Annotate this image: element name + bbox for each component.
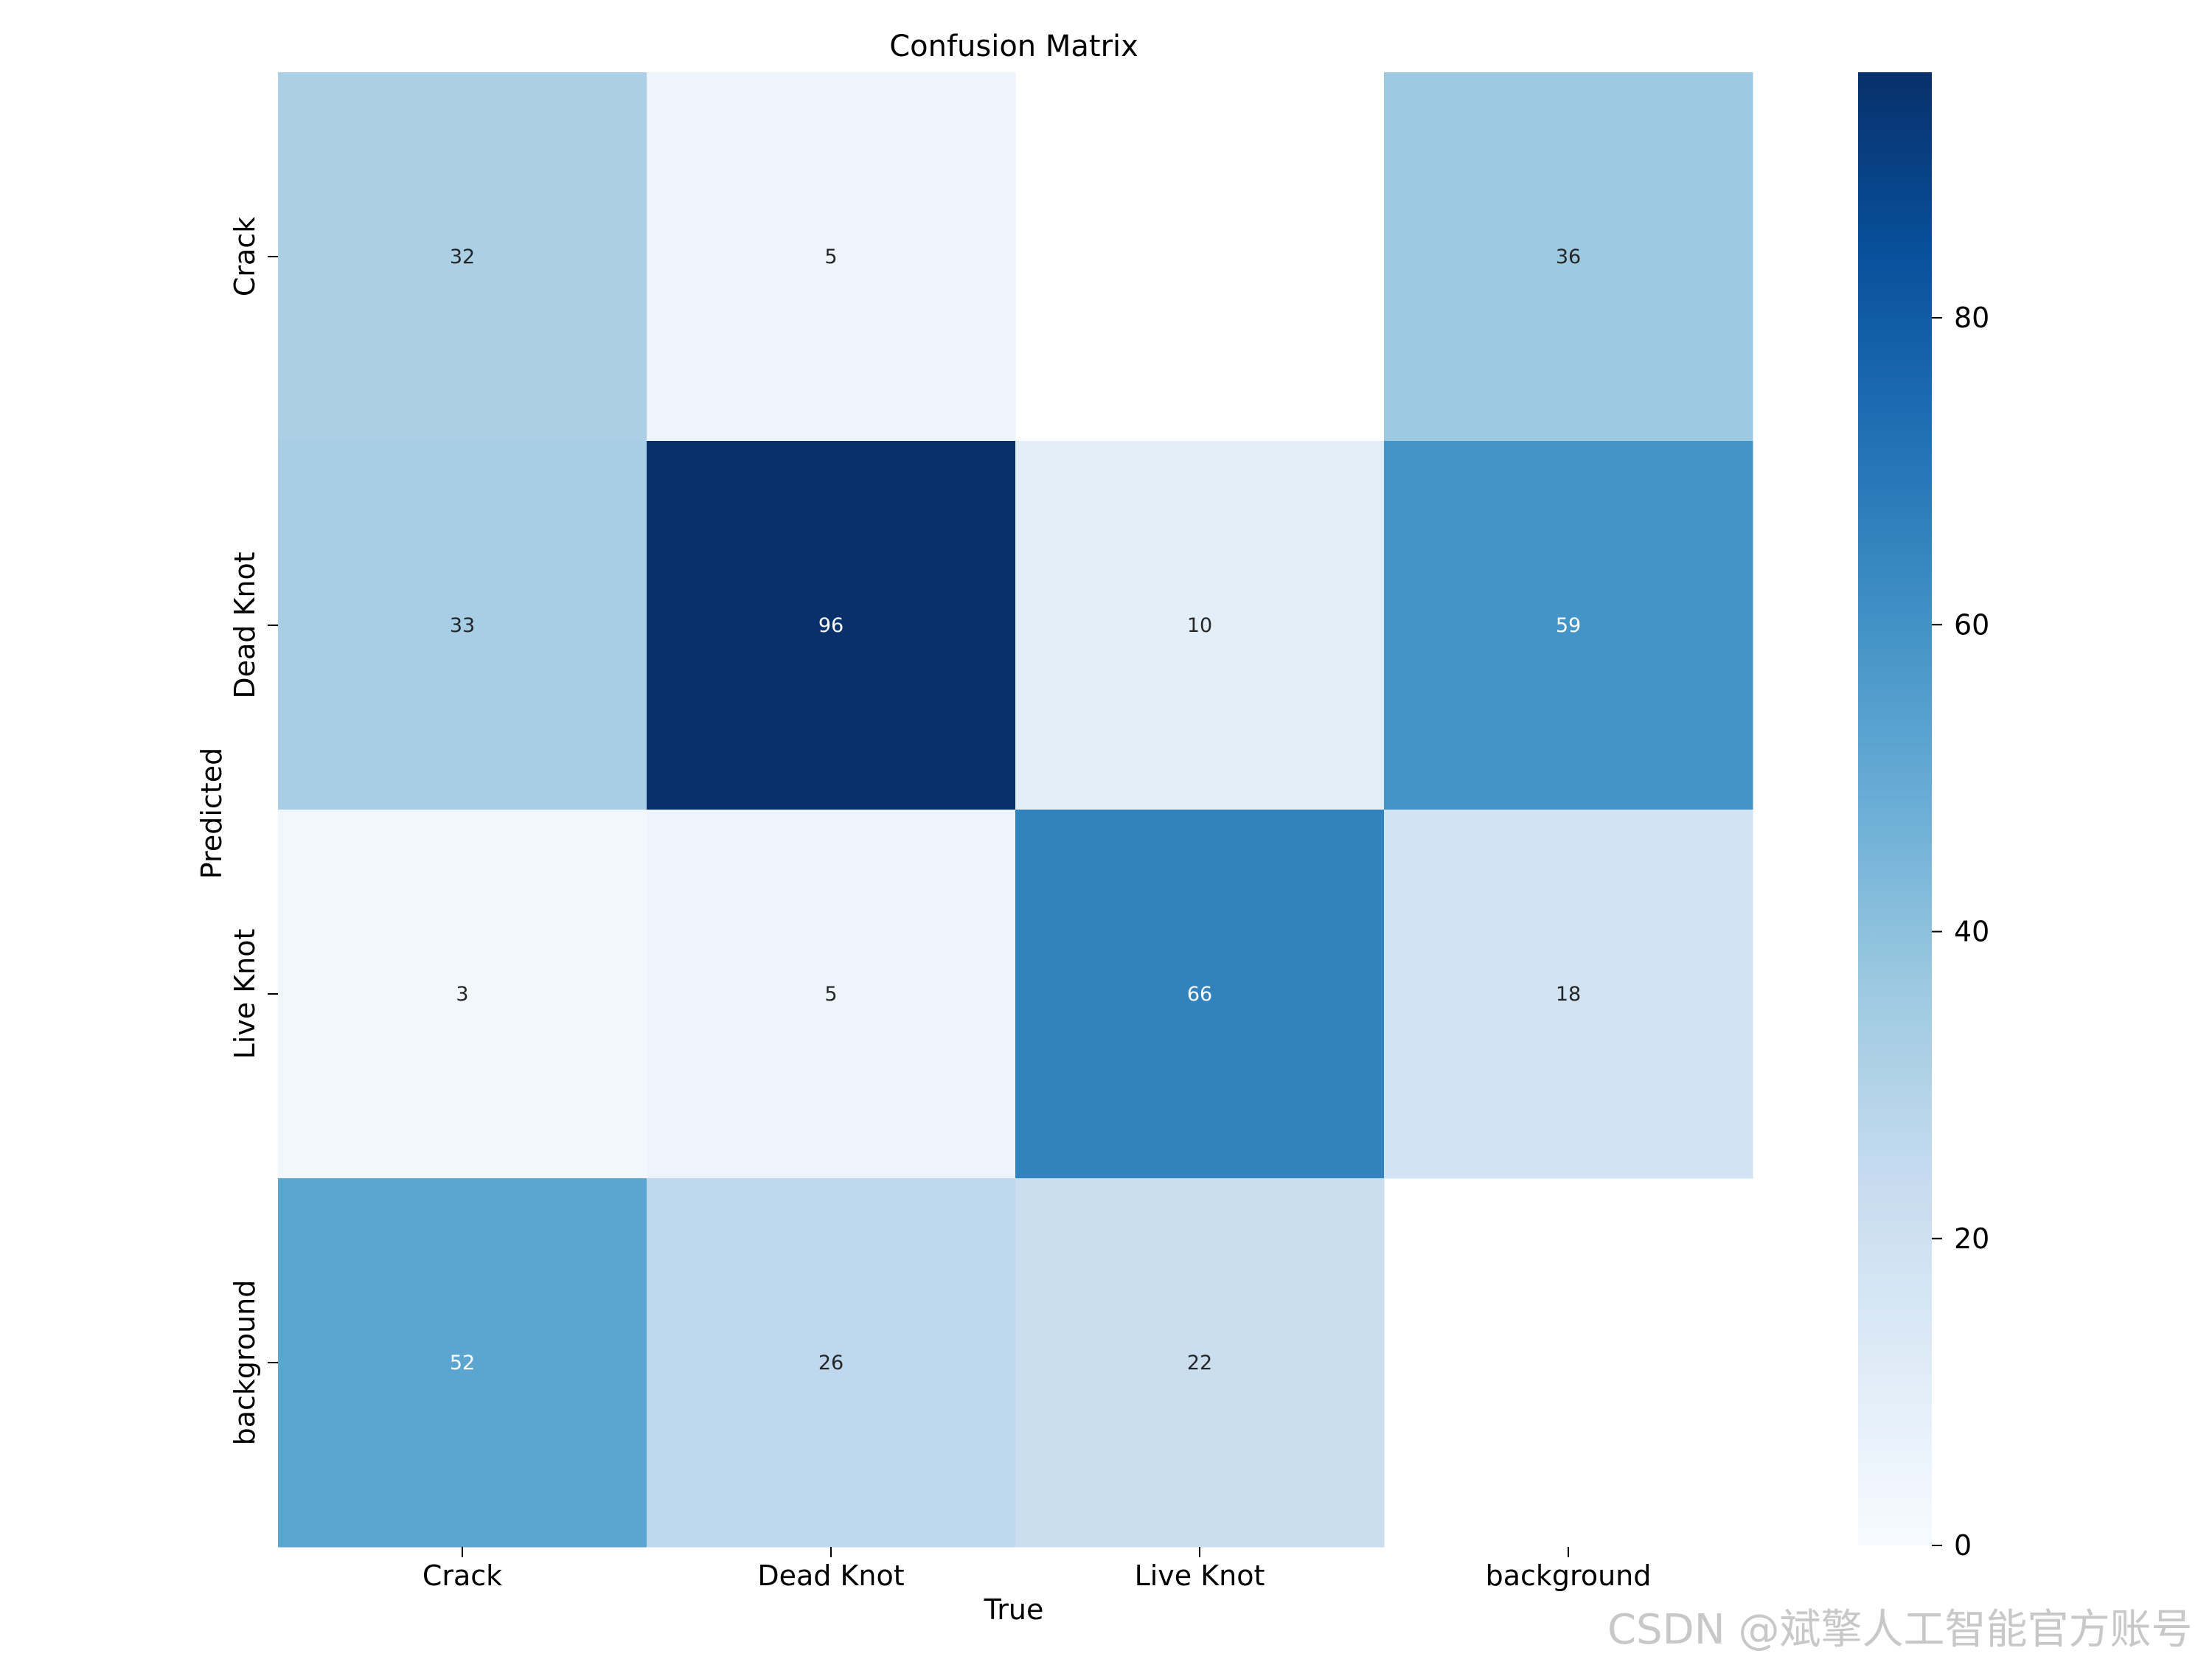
chart-title: Confusion Matrix (889, 29, 1138, 63)
colorbar-tick-label: 20 (1954, 1222, 1989, 1255)
y-tick-label: Crack (229, 217, 261, 296)
y-tick-label: Live Knot (229, 929, 261, 1060)
cell-value-label: 3 (456, 983, 468, 1006)
heatmap-cell (1015, 441, 1385, 810)
y-tick-label: background (229, 1280, 261, 1446)
cell-value-label: 96 (818, 614, 844, 637)
heatmap-cell (278, 1178, 647, 1548)
colorbar-tick-label: 60 (1954, 608, 1989, 641)
colorbar (1858, 72, 1932, 1545)
heatmap-cell (647, 72, 1016, 442)
cell-value-label: 36 (1556, 246, 1581, 268)
heatmap-cell (278, 810, 647, 1179)
y-axis-label: Predicted (195, 748, 228, 879)
heatmap-cell (1015, 1178, 1385, 1548)
heatmap-cell (278, 72, 647, 442)
y-axis-ticks: Crack Dead Knot Live Knot background (229, 217, 278, 1446)
colorbar-ticks: 0 20 40 60 80 (1932, 302, 1989, 1562)
heatmap-cell (278, 441, 647, 810)
cell-value-label: 26 (818, 1352, 844, 1374)
cell-value-label: 18 (1556, 983, 1581, 1006)
colorbar-tick-label: 0 (1954, 1529, 1972, 1562)
heatmap-cell (1384, 810, 1753, 1179)
heatmap-cells: 32 5 36 33 96 10 59 3 5 66 18 52 26 22 (278, 72, 1753, 1548)
x-axis-ticks: Crack Dead Knot Live Knot background (422, 1547, 1652, 1592)
x-tick-label: Dead Knot (757, 1559, 904, 1592)
cell-value-label: 10 (1187, 614, 1212, 637)
cell-value-label: 33 (450, 614, 475, 637)
cell-value-label: 59 (1556, 614, 1581, 637)
cell-value-label: 66 (1187, 983, 1212, 1006)
x-axis-label: True (984, 1593, 1044, 1626)
cell-value-label: 22 (1187, 1352, 1212, 1374)
colorbar-tick-label: 80 (1954, 302, 1989, 334)
x-tick-label: Live Knot (1135, 1559, 1265, 1592)
heatmap-cell (647, 810, 1016, 1179)
x-tick-label: background (1486, 1559, 1652, 1592)
cell-value-label: 32 (450, 246, 475, 268)
watermark-text: CSDN @斌擎人工智能官方账号 (1607, 1606, 2193, 1654)
colorbar-tick-label: 40 (1954, 916, 1989, 948)
heatmap-cell (1015, 810, 1385, 1179)
x-tick-label: Crack (422, 1559, 502, 1592)
heatmap-cell (1384, 441, 1753, 810)
heatmap-cell (647, 1178, 1016, 1548)
y-tick-label: Dead Knot (229, 552, 261, 698)
cell-value-label: 52 (450, 1352, 475, 1374)
heatmap-cell (647, 441, 1016, 810)
cell-value-label: 5 (824, 983, 837, 1006)
cell-value-label: 5 (824, 246, 837, 268)
heatmap-cell (1384, 72, 1753, 442)
